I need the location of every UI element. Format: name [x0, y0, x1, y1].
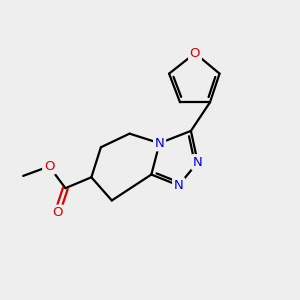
- Text: O: O: [190, 47, 200, 60]
- Text: N: N: [174, 179, 184, 192]
- Text: N: N: [193, 156, 202, 169]
- Text: N: N: [155, 137, 164, 150]
- Text: O: O: [44, 160, 54, 173]
- Text: O: O: [52, 206, 62, 219]
